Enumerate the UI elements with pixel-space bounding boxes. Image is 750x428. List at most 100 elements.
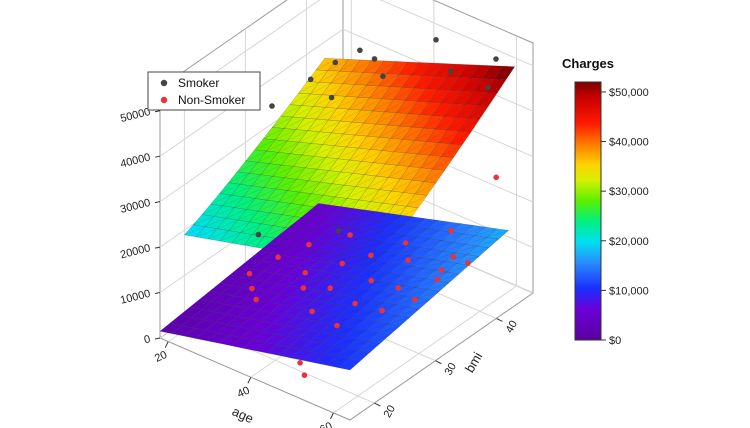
surface-mesh-line [337, 97, 358, 109]
surface-mesh-line [314, 234, 337, 242]
smoker-point [493, 56, 499, 62]
surface-mesh-line [169, 317, 192, 324]
surface-mesh-line [258, 201, 279, 212]
surface-mesh-line [367, 334, 390, 342]
surface-mesh-line [363, 251, 386, 259]
surface-mesh-line [464, 92, 486, 105]
surface-mesh-line [298, 332, 321, 339]
non-smoker-point [368, 252, 374, 259]
surface-mesh-line [275, 179, 297, 190]
surface-mesh-line [311, 183, 333, 194]
non-smoker-point [450, 253, 457, 260]
surface-mesh-line [385, 245, 408, 253]
surface-mesh-line [397, 308, 420, 316]
legend-box [147, 71, 261, 111]
non-smoker-point [395, 285, 402, 291]
surface-mesh-line [407, 238, 430, 246]
surface-mesh-line [184, 226, 206, 236]
surface-mesh-line [411, 259, 434, 267]
surface-mesh-line [371, 293, 394, 301]
surface-mesh-line [257, 152, 279, 163]
surface-mesh-line [337, 148, 359, 160]
surface-mesh-line [320, 171, 341, 183]
surface-mesh-line [252, 333, 275, 341]
x-tick-label: 20 [153, 349, 169, 365]
surface-cell [337, 358, 361, 371]
surface-mesh-line [181, 319, 204, 326]
surface-cell [397, 306, 420, 318]
surface-mesh-line [340, 109, 361, 122]
non-smoker-point [300, 285, 307, 291]
surface-mesh-line [383, 295, 406, 303]
surface-mesh-line [314, 294, 337, 301]
surface-mesh-line [231, 279, 254, 286]
x-tick-mark [164, 341, 169, 348]
surface-mesh-line [304, 242, 327, 250]
surface-mesh-line [335, 186, 356, 198]
surface-mesh-line [371, 233, 394, 241]
surface-mesh-line [421, 250, 444, 258]
surface-mesh-line [245, 291, 268, 299]
surface-mesh-line [228, 173, 249, 183]
surface-mesh-line [260, 314, 283, 322]
surface-mesh-line [272, 257, 295, 264]
surface-mesh-line [249, 312, 271, 319]
surface-mesh-line [387, 113, 409, 126]
surface-mesh-line [312, 283, 335, 291]
surface-mesh-line [283, 117, 305, 129]
surface-mesh-line [259, 245, 281, 252]
surface-mesh-line [336, 287, 359, 295]
surface-mesh-line [270, 246, 293, 254]
z-tick-label: 50000 [119, 106, 152, 125]
surface-mesh-line [361, 302, 384, 310]
surface-mesh-line [376, 165, 398, 177]
z-tick-mark [154, 201, 161, 204]
surface-mesh-line [320, 206, 343, 214]
surface-mesh-line [428, 89, 450, 103]
z-tick-mark [154, 292, 161, 295]
colorbar-tick-label: $40,000 [609, 137, 649, 149]
surface-mesh-line [467, 105, 489, 119]
surface-mesh-line [366, 124, 388, 137]
surface-mesh-line [423, 170, 445, 182]
surface-mesh-line [219, 337, 242, 344]
surface-mesh-line [243, 187, 264, 198]
surface-mesh-line [432, 157, 454, 170]
surface-mesh-line [434, 63, 456, 77]
x-axis-title: age [230, 404, 256, 427]
surface-mesh-line [276, 277, 299, 284]
surface-mesh-line [360, 231, 382, 239]
surface-mesh-line [403, 278, 426, 286]
surface-mesh-line [290, 143, 311, 154]
surface-mesh-line [381, 139, 403, 151]
surface-mesh-line [229, 269, 252, 276]
surface-mesh-line [216, 219, 238, 229]
surface-mesh-line [257, 293, 279, 301]
surface-mesh-line [316, 108, 338, 120]
surface-mesh-line [251, 263, 274, 270]
surface-mesh-line [322, 336, 345, 344]
surface-mesh-line [381, 225, 404, 233]
surface-mesh-line [405, 141, 427, 154]
surface-mesh-line [446, 64, 468, 77]
surface-mesh-line [278, 142, 300, 153]
surface-mesh-line [379, 215, 402, 222]
colorbar-title: Charges [562, 56, 614, 71]
surface-mesh-line [346, 219, 369, 227]
surface-mesh-line [420, 102, 441, 115]
surface-mesh-line [375, 315, 398, 323]
surface-mesh-line [363, 60, 385, 73]
surface-mesh-line [327, 59, 349, 71]
surface-mesh-line [363, 313, 386, 320]
surface-mesh-line [369, 223, 392, 231]
surface-mesh-line [365, 262, 388, 270]
surface-mesh-line [276, 338, 299, 345]
surface-mesh-line [334, 134, 356, 146]
surface-mesh-line [293, 206, 315, 217]
surface-mesh-line [338, 361, 360, 368]
surface-mesh-line [308, 204, 331, 212]
surface-mesh-line [425, 76, 447, 89]
surface-mesh-line [270, 306, 293, 313]
surface-mesh-line [247, 302, 269, 309]
